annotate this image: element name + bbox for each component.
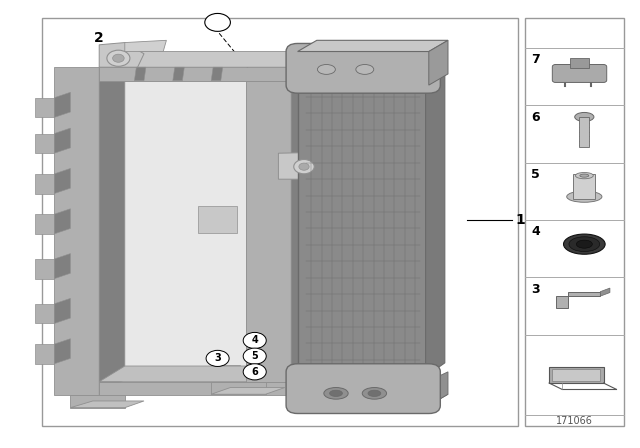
FancyBboxPatch shape: [42, 18, 518, 426]
Polygon shape: [291, 65, 317, 382]
Circle shape: [113, 54, 124, 62]
Polygon shape: [298, 40, 448, 52]
Polygon shape: [99, 81, 246, 382]
Polygon shape: [429, 372, 448, 405]
Text: 171066: 171066: [556, 416, 593, 426]
Text: 3: 3: [531, 283, 540, 296]
FancyBboxPatch shape: [286, 364, 440, 414]
Polygon shape: [600, 288, 610, 296]
Ellipse shape: [575, 112, 594, 121]
Polygon shape: [35, 214, 54, 234]
Polygon shape: [54, 254, 70, 279]
Polygon shape: [35, 174, 54, 194]
Text: 1: 1: [515, 212, 525, 227]
Polygon shape: [211, 382, 266, 394]
Ellipse shape: [564, 234, 605, 254]
Circle shape: [107, 50, 130, 66]
Text: 4: 4: [531, 225, 540, 238]
Polygon shape: [99, 52, 125, 395]
Text: 6: 6: [252, 367, 258, 377]
FancyBboxPatch shape: [552, 65, 607, 82]
FancyBboxPatch shape: [298, 78, 429, 379]
Text: 5: 5: [531, 168, 540, 181]
FancyBboxPatch shape: [286, 43, 440, 93]
Polygon shape: [54, 209, 70, 234]
Polygon shape: [426, 67, 445, 376]
Polygon shape: [99, 67, 291, 81]
FancyBboxPatch shape: [573, 174, 595, 199]
Polygon shape: [134, 67, 146, 81]
Text: 7: 7: [214, 17, 221, 27]
Text: 4: 4: [252, 336, 258, 345]
Polygon shape: [54, 92, 70, 117]
Circle shape: [243, 348, 266, 364]
Polygon shape: [99, 43, 144, 67]
Circle shape: [243, 332, 266, 349]
Polygon shape: [429, 40, 448, 85]
Ellipse shape: [356, 65, 374, 74]
Polygon shape: [173, 67, 184, 81]
Polygon shape: [99, 52, 317, 67]
Ellipse shape: [575, 172, 593, 179]
Ellipse shape: [317, 65, 335, 74]
Ellipse shape: [567, 191, 602, 202]
Polygon shape: [70, 395, 125, 408]
Polygon shape: [70, 401, 144, 408]
Polygon shape: [246, 81, 291, 382]
Text: 7: 7: [212, 15, 223, 30]
Polygon shape: [35, 344, 54, 364]
FancyBboxPatch shape: [552, 369, 600, 381]
Polygon shape: [54, 67, 99, 395]
Polygon shape: [125, 40, 166, 52]
Ellipse shape: [330, 390, 342, 396]
Polygon shape: [211, 67, 223, 81]
Polygon shape: [54, 298, 70, 323]
Polygon shape: [99, 81, 291, 382]
Ellipse shape: [580, 174, 589, 177]
Ellipse shape: [576, 240, 593, 248]
FancyBboxPatch shape: [570, 58, 589, 68]
Polygon shape: [99, 366, 317, 382]
Text: 2: 2: [94, 31, 104, 45]
Ellipse shape: [324, 388, 348, 399]
FancyBboxPatch shape: [525, 18, 624, 426]
Circle shape: [294, 159, 314, 174]
Polygon shape: [211, 388, 285, 394]
Circle shape: [206, 350, 229, 366]
Polygon shape: [35, 134, 54, 153]
Polygon shape: [298, 394, 448, 405]
Ellipse shape: [362, 388, 387, 399]
FancyBboxPatch shape: [549, 367, 604, 383]
Text: 7: 7: [531, 53, 540, 66]
Circle shape: [205, 13, 230, 31]
Polygon shape: [99, 382, 291, 395]
Polygon shape: [198, 206, 237, 233]
FancyBboxPatch shape: [579, 117, 589, 147]
Text: 5: 5: [252, 351, 258, 361]
Text: 6: 6: [531, 111, 540, 124]
Polygon shape: [35, 259, 54, 279]
Circle shape: [243, 364, 266, 380]
Polygon shape: [211, 365, 240, 374]
Text: 3: 3: [214, 353, 221, 363]
Ellipse shape: [569, 237, 600, 252]
Polygon shape: [35, 304, 54, 323]
Circle shape: [299, 163, 309, 170]
Polygon shape: [278, 152, 330, 179]
Polygon shape: [556, 292, 600, 308]
Polygon shape: [54, 339, 70, 364]
Ellipse shape: [368, 390, 381, 396]
Polygon shape: [35, 98, 54, 117]
Polygon shape: [54, 128, 70, 153]
Polygon shape: [54, 168, 70, 194]
